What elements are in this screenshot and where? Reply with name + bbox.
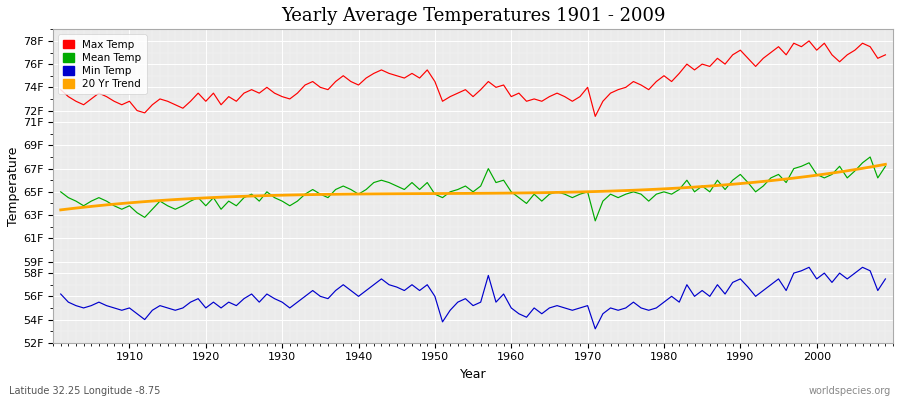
Text: Latitude 32.25 Longitude -8.75: Latitude 32.25 Longitude -8.75 [9, 386, 160, 396]
Y-axis label: Temperature: Temperature [7, 146, 20, 226]
Legend: Max Temp, Mean Temp, Min Temp, 20 Yr Trend: Max Temp, Mean Temp, Min Temp, 20 Yr Tre… [58, 34, 147, 94]
Text: worldspecies.org: worldspecies.org [809, 386, 891, 396]
Title: Yearly Average Temperatures 1901 - 2009: Yearly Average Temperatures 1901 - 2009 [281, 7, 665, 25]
X-axis label: Year: Year [460, 368, 486, 381]
